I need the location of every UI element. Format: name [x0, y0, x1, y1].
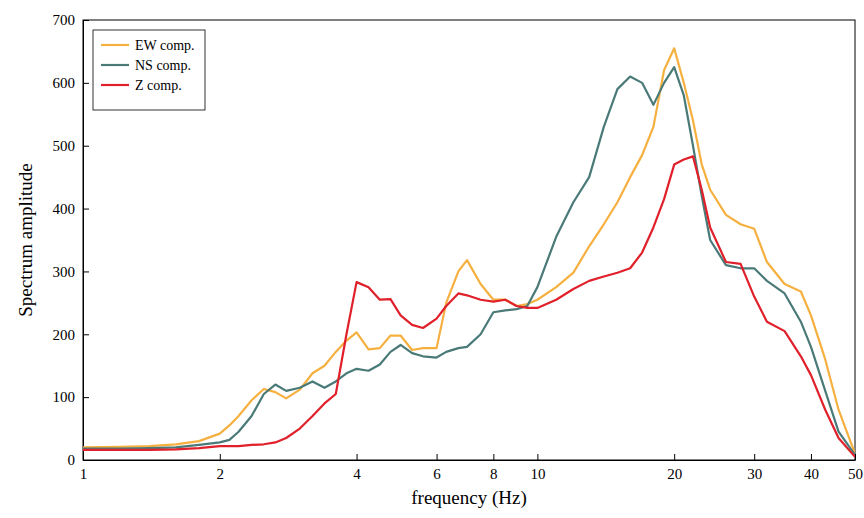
y-axis-title: Spectrum amplitude	[15, 163, 36, 317]
legend-swatch	[101, 44, 129, 46]
y-tick-mark	[83, 146, 89, 147]
x-tick-label: 20	[667, 466, 682, 482]
chart: 1246810203040500100200300400500600700EW …	[0, 0, 864, 518]
plot-frame	[83, 20, 855, 460]
x-tick: 50	[848, 454, 863, 482]
x-tick-mark	[437, 454, 438, 460]
x-tick-label: 30	[747, 466, 762, 482]
x-tick-label: 50	[848, 466, 863, 482]
y-tick-label: 400	[53, 201, 76, 217]
x-tick-label: 6	[433, 466, 441, 482]
y-tick-mark	[83, 83, 89, 84]
y-tick-mark	[83, 397, 89, 398]
plot: 1246810203040500100200300400500600700EW …	[53, 12, 864, 481]
x-axis-line	[84, 460, 856, 461]
y-tick: 300	[53, 264, 90, 280]
legend-swatch	[101, 84, 129, 86]
legend: EW comp. NS comp. Z comp.	[93, 30, 205, 110]
y-tick-label: 500	[53, 138, 76, 154]
legend-label: Z comp.	[135, 78, 182, 93]
x-tick-mark	[674, 454, 675, 460]
x-tick-label: 2	[217, 466, 225, 482]
y-axis: 0 100 200 300 400 500 600 700	[53, 12, 90, 468]
legend-label: EW comp.	[135, 38, 195, 53]
y-tick-label: 0	[68, 452, 76, 468]
x-tick: 4	[353, 454, 361, 482]
x-tick-mark	[493, 454, 494, 460]
x-tick-mark	[357, 454, 358, 460]
x-tick-mark	[811, 454, 812, 460]
x-tick-mark	[754, 454, 755, 460]
x-tick: 6	[433, 454, 441, 482]
x-tick-label: 4	[353, 466, 361, 482]
y-tick-mark	[83, 271, 89, 272]
y-tick-mark	[83, 20, 89, 21]
legend-swatch	[101, 64, 129, 66]
x-tick-mark	[220, 454, 221, 460]
y-tick-label: 300	[53, 264, 76, 280]
y-tick-mark	[83, 334, 89, 335]
x-tick-label: 10	[530, 466, 545, 482]
x-axis-title: frequency (Hz)	[411, 487, 527, 509]
x-tick: 2	[217, 454, 225, 482]
x-tick-label: 8	[490, 466, 498, 482]
series-line	[83, 67, 855, 455]
y-tick-label: 100	[53, 389, 76, 405]
x-tick-mark	[537, 454, 538, 460]
x-tick-label: 1	[80, 466, 88, 482]
y-tick: 400	[53, 201, 90, 217]
x-tick: 8	[490, 454, 498, 482]
y-tick: 200	[53, 327, 90, 343]
y-tick: 100	[53, 389, 90, 405]
y-tick: 700	[53, 12, 90, 28]
x-tick: 10	[530, 454, 545, 482]
x-tick-mark	[855, 454, 856, 460]
y-tick-mark	[83, 460, 89, 461]
y-axis-line	[83, 21, 84, 461]
y-tick: 600	[53, 75, 90, 91]
y-tick: 500	[53, 138, 90, 154]
y-tick-label: 600	[53, 75, 76, 91]
series-line	[83, 156, 855, 456]
y-tick: 0	[68, 452, 90, 468]
legend-label: NS comp.	[135, 58, 191, 73]
y-tick-label: 200	[53, 327, 76, 343]
x-tick: 40	[804, 454, 819, 482]
x-tick: 30	[747, 454, 762, 482]
legend-box	[93, 30, 205, 110]
y-tick-mark	[83, 209, 89, 210]
x-tick-label: 40	[804, 466, 819, 482]
x-tick: 20	[667, 454, 682, 482]
x-axis: 1 2 4 6 8 10 20 30 40 50	[80, 454, 863, 482]
y-tick-label: 700	[53, 12, 76, 28]
